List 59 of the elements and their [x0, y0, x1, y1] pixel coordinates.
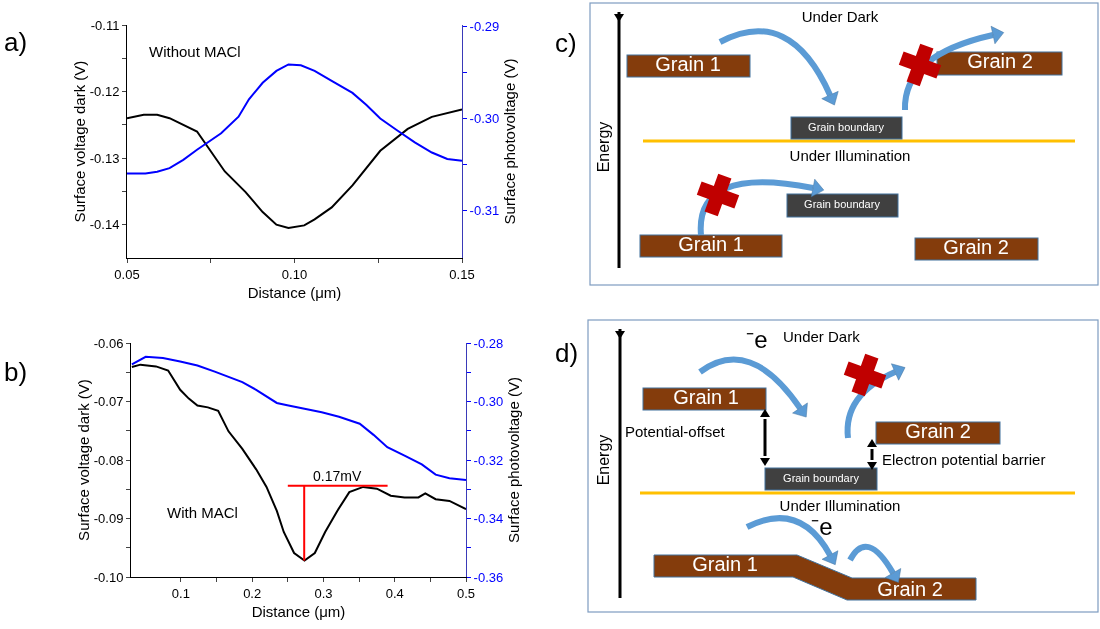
x-tick-label: 0.2 [243, 585, 262, 601]
text: Potential-offset [625, 422, 726, 440]
y2-tick-label: -0.34 [473, 511, 504, 527]
text: ⁻e [811, 513, 833, 541]
text: Grain 2 [943, 236, 1009, 259]
y2-tick-label: -0.30 [473, 394, 504, 410]
text: Under Dark [801, 7, 879, 25]
text: Grain 2 [967, 50, 1033, 73]
x-tick-label: 0.5 [456, 585, 476, 601]
text: Grain 1 [673, 386, 739, 409]
x-tick-label: 0.1 [171, 585, 190, 601]
y2-tick-label: -0.36 [473, 569, 504, 585]
text: c) [555, 28, 577, 59]
y-tick-label: -0.12 [89, 84, 120, 100]
y-tick-label: -0.06 [93, 335, 124, 351]
x-axis-title: Distance (μm) [251, 602, 346, 620]
text: Grain 1 [678, 233, 744, 256]
text: Grain boundary [804, 197, 881, 210]
text: Under Illumination [789, 146, 911, 164]
y2-tick-label: -0.30 [469, 111, 500, 127]
x-tick-label: 0.3 [314, 585, 333, 601]
text: Under Dark [783, 327, 861, 345]
text: Grain 2 [905, 420, 971, 443]
text: b) [4, 357, 28, 388]
text: Grain 1 [655, 53, 721, 76]
y-tick-label: -0.13 [89, 150, 120, 166]
x-tick-label: 0.05 [114, 266, 140, 282]
annotation: Without MACl [149, 43, 241, 60]
y2-tick-label: -0.31 [469, 202, 500, 218]
text: Grain 2 [877, 578, 943, 601]
y-tick-label: -0.07 [93, 394, 124, 410]
y2-axis-title: Surface photovoltage (V) [505, 377, 523, 543]
x-tick-label: 0.10 [281, 266, 308, 282]
y-tick-label: -0.10 [93, 569, 124, 585]
y-tick-label: -0.11 [90, 17, 120, 33]
text: Energy [595, 434, 613, 486]
x-tick-label: 0.4 [385, 585, 404, 601]
x-tick-label: 0.15 [449, 266, 475, 282]
text: Electron potential barrier [882, 450, 1046, 468]
text: Grain 1 [692, 553, 758, 576]
text: Grain boundary [808, 120, 885, 133]
y-axis-title: Surface voltage dark (V) [74, 379, 92, 541]
y-tick-label: -0.09 [93, 511, 124, 527]
text: Energy [595, 121, 613, 173]
text: ⁻e [746, 326, 768, 354]
text: Grain boundary [783, 471, 860, 484]
text: d) [555, 338, 579, 369]
y2-tick-label: -0.29 [469, 19, 500, 35]
text: Under Illumination [779, 496, 901, 514]
y2-tick-label: -0.28 [473, 335, 504, 351]
chart-title: a) [4, 27, 28, 58]
y2-tick-label: -0.32 [473, 452, 504, 468]
x-axis-title: Distance (μm) [247, 283, 342, 301]
annotation: 0.17mV [313, 468, 362, 484]
annotation: With MACl [167, 504, 238, 521]
y-tick-label: -0.14 [89, 217, 120, 233]
y-tick-label: -0.08 [93, 452, 124, 468]
y-axis-title: Surface voltage dark (V) [70, 60, 88, 223]
y2-axis-title: Surface photovoltage (V) [501, 58, 519, 225]
